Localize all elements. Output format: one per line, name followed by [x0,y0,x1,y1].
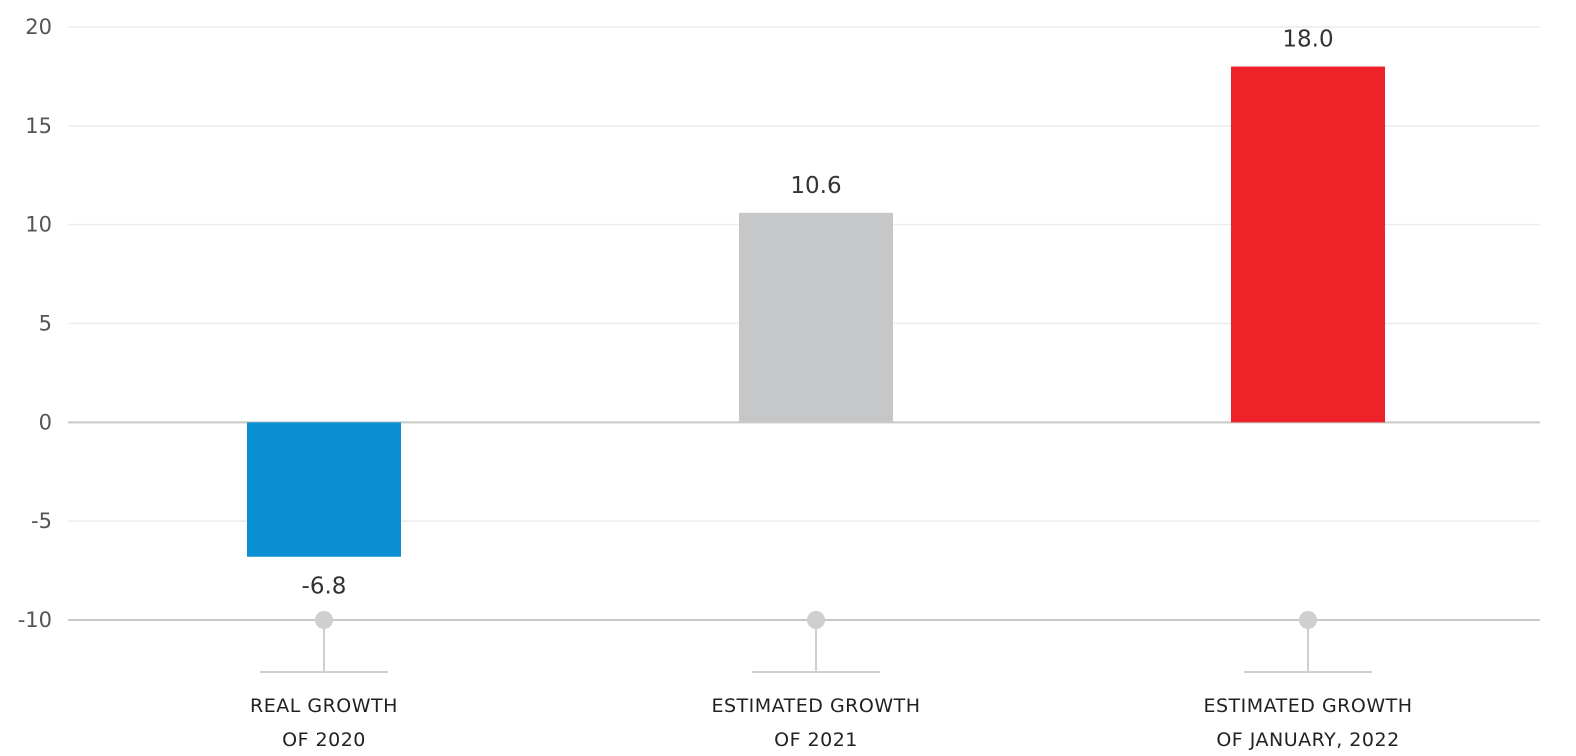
bar [739,212,893,423]
data-label: -6.8 [302,574,347,600]
y-tick-label: 10 [25,213,52,237]
y-tick-label: 15 [25,114,52,138]
y-tick-label: 0 [39,410,52,434]
y-axis: 20 15 10 5 0 -5 -10 [18,15,52,632]
bar [247,422,401,557]
x-tick-marker [1299,611,1317,629]
data-label: 10.6 [790,173,841,199]
y-tick-label: -5 [31,509,52,533]
bars [247,66,1385,557]
bar [1231,66,1385,423]
x-tick-marker [315,611,333,629]
x-tick-label: REAL GROWTH OF 2020 [250,695,398,751]
y-tick-label: 5 [39,312,52,336]
y-tick-label: -10 [18,608,52,632]
x-tick-label: ESTIMATED GROWTH OF 2021 [711,695,920,751]
x-tick-marker [807,611,825,629]
data-labels: -6.8 10.6 18.0 [302,27,1334,600]
x-tick-label: ESTIMATED GROWTH OF JANUARY, 2022 [1203,695,1412,751]
y-tick-label: 20 [25,15,52,39]
data-label: 18.0 [1282,27,1333,53]
x-axis: REAL GROWTH OF 2020 ESTIMATED GROWTH OF 202… [250,611,1412,751]
